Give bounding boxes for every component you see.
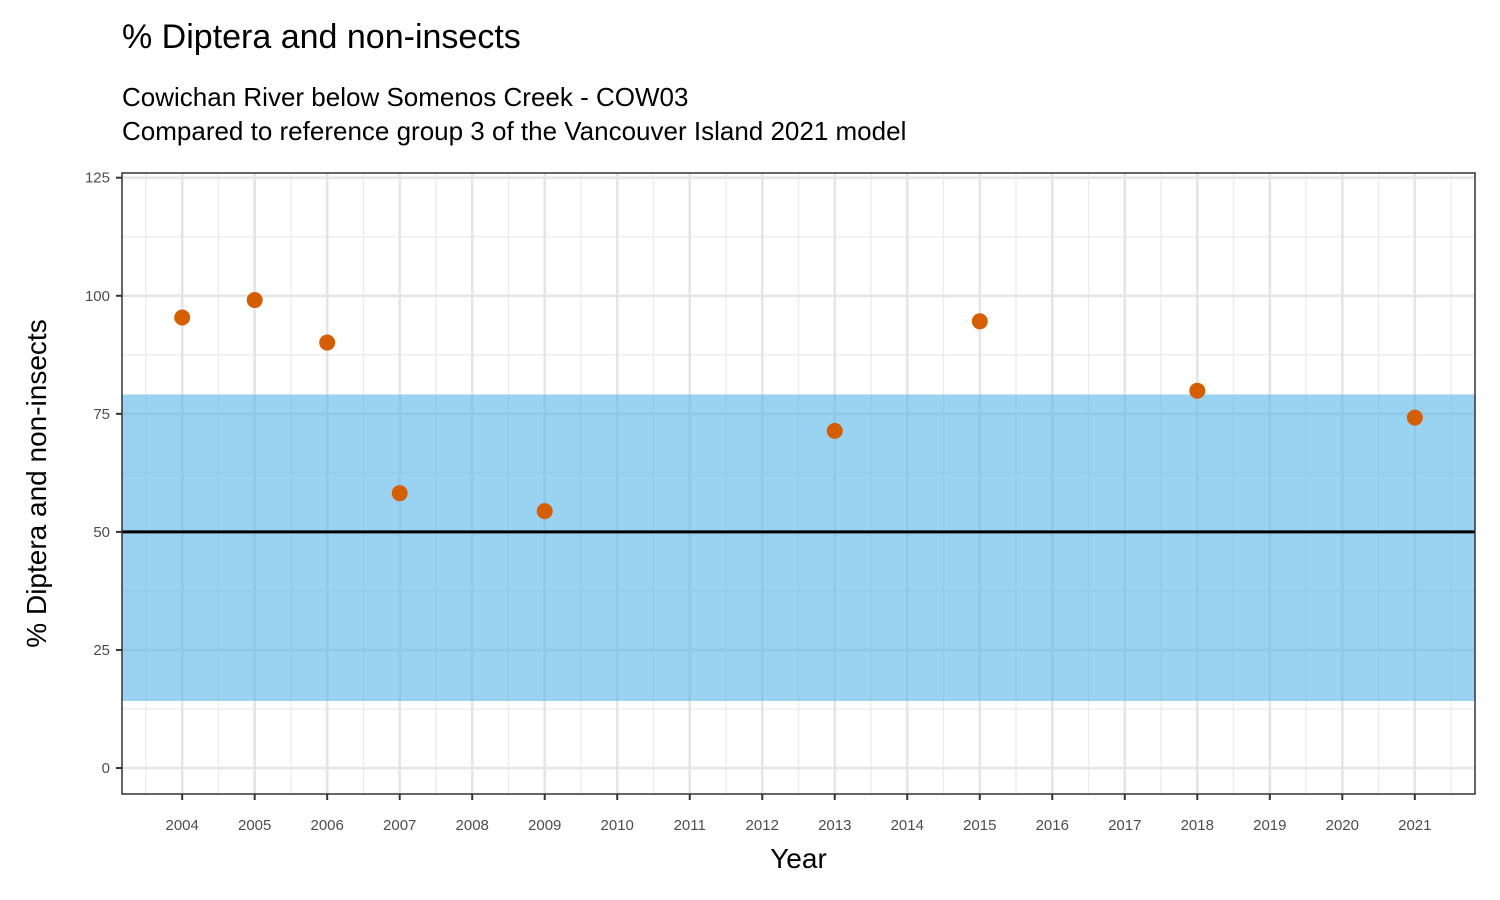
y-tick-label: 125 <box>85 170 110 187</box>
data-point <box>536 503 553 520</box>
y-axis-label: % Diptera and non-insects <box>21 319 52 647</box>
y-tick-label: 100 <box>85 288 110 305</box>
x-tick-label: 2016 <box>1036 817 1069 834</box>
data-point <box>971 313 988 330</box>
x-tick-label: 2009 <box>528 817 561 834</box>
chart-subtitle-site: Cowichan River below Somenos Creek - COW… <box>122 82 689 112</box>
x-tick-label: 2008 <box>456 817 489 834</box>
data-point <box>174 309 191 326</box>
chart-subtitle-reference: Compared to reference group 3 of the Van… <box>122 116 907 146</box>
x-tick-label: 2019 <box>1253 817 1286 834</box>
data-point <box>1406 409 1423 426</box>
x-tick-label: 2005 <box>238 817 271 834</box>
y-tick-label: 25 <box>93 642 110 659</box>
data-point <box>391 485 408 502</box>
data-point <box>1189 382 1206 399</box>
x-tick-label: 2011 <box>674 817 706 834</box>
x-tick-label: 2015 <box>963 817 996 834</box>
x-tick-label: 2021 <box>1398 817 1431 834</box>
chart-title: % Diptera and non-insects <box>122 18 521 56</box>
y-tick-label: 75 <box>93 406 110 423</box>
x-tick-label: 2007 <box>383 817 416 834</box>
x-tick-label: 2017 <box>1108 817 1141 834</box>
x-tick-label: 2013 <box>818 817 851 834</box>
x-tick-label: 2020 <box>1326 817 1359 834</box>
y-tick-label: 50 <box>93 524 110 541</box>
x-tick-label: 2010 <box>601 817 634 834</box>
x-axis-label: Year <box>770 843 827 874</box>
x-tick-label: 2006 <box>311 817 344 834</box>
x-tick-label: 2012 <box>746 817 779 834</box>
x-tick-label: 2004 <box>165 817 198 834</box>
data-point <box>246 292 263 309</box>
data-point <box>826 422 843 439</box>
data-point <box>319 334 336 351</box>
x-tick-label: 2014 <box>891 817 924 834</box>
plot-border <box>121 172 1476 795</box>
reference-band <box>122 394 1475 701</box>
x-tick-label: 2018 <box>1181 817 1214 834</box>
y-tick-label: 0 <box>102 760 110 777</box>
